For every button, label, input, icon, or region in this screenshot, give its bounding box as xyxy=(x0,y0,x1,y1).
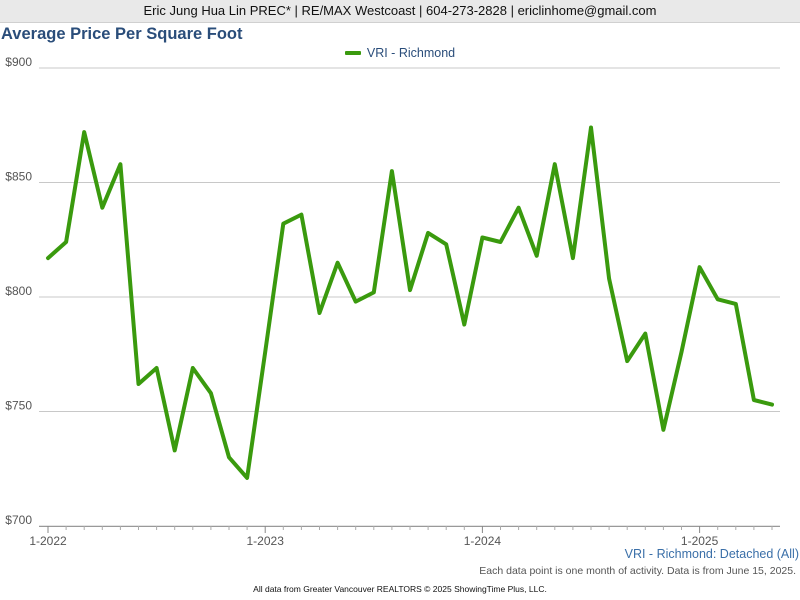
data-point xyxy=(227,455,231,459)
legend-swatch xyxy=(344,51,361,55)
data-point xyxy=(499,240,502,244)
data-point xyxy=(752,398,756,402)
data-point xyxy=(191,366,195,370)
y-tick-label: $800 xyxy=(5,284,32,298)
agent-contact-header: Eric Jung Hua Lin PREC* | RE/MAX Westcoa… xyxy=(0,0,800,23)
data-point xyxy=(155,366,159,370)
y-tick-label: $750 xyxy=(5,399,32,413)
data-point xyxy=(480,235,484,239)
data-point xyxy=(408,288,412,292)
data-point xyxy=(137,382,140,386)
data-point xyxy=(390,169,394,173)
series-line-vri-richmond xyxy=(46,125,774,480)
x-tick-label: 1-2025 xyxy=(681,534,719,548)
x-tick-label: 1-2022 xyxy=(29,534,67,548)
data-point xyxy=(734,302,738,306)
y-tick-label: $700 xyxy=(5,513,32,527)
data-point xyxy=(444,242,448,246)
data-credit: All data from Greater Vancouver REALTORS… xyxy=(253,584,547,594)
data-point xyxy=(553,162,557,166)
data-point xyxy=(770,403,774,407)
data-point xyxy=(64,240,68,244)
data-point xyxy=(535,254,539,258)
data-point xyxy=(281,222,285,226)
legend-label: VRI - Richmond xyxy=(366,46,456,60)
data-point xyxy=(336,261,340,265)
agent-contact-text: Eric Jung Hua Lin PREC* | RE/MAX Westcoa… xyxy=(143,3,657,18)
data-point xyxy=(46,256,50,260)
data-point xyxy=(607,277,611,281)
x-tick-label: 1-2024 xyxy=(464,534,502,548)
data-point xyxy=(354,300,358,304)
data-point xyxy=(716,297,720,301)
data-point xyxy=(263,350,267,354)
y-tick-label: $900 xyxy=(5,55,32,69)
data-point xyxy=(426,231,430,235)
data-point xyxy=(118,162,122,166)
data-point xyxy=(372,290,376,294)
data-point xyxy=(643,332,647,336)
chart-legend[interactable]: VRI - Richmond xyxy=(0,46,800,60)
data-point xyxy=(100,206,104,210)
data-point xyxy=(299,213,303,217)
data-point xyxy=(318,311,321,315)
data-point xyxy=(209,391,213,395)
data-point xyxy=(82,130,86,134)
chart-title: Average Price Per Square Foot xyxy=(1,25,243,43)
data-point xyxy=(571,256,575,260)
data-point xyxy=(245,476,249,480)
data-point xyxy=(173,448,177,452)
data-point xyxy=(698,265,702,269)
series-description: VRI - Richmond: Detached (All) xyxy=(624,547,799,561)
data-point xyxy=(661,428,665,432)
y-tick-label: $850 xyxy=(5,170,32,184)
data-point xyxy=(462,322,466,326)
x-tick-label: 1-2023 xyxy=(247,534,285,548)
data-point xyxy=(625,359,629,363)
data-point xyxy=(680,350,683,354)
data-note: Each data point is one month of activity… xyxy=(479,565,796,577)
data-point xyxy=(517,206,521,210)
data-point xyxy=(589,126,593,130)
